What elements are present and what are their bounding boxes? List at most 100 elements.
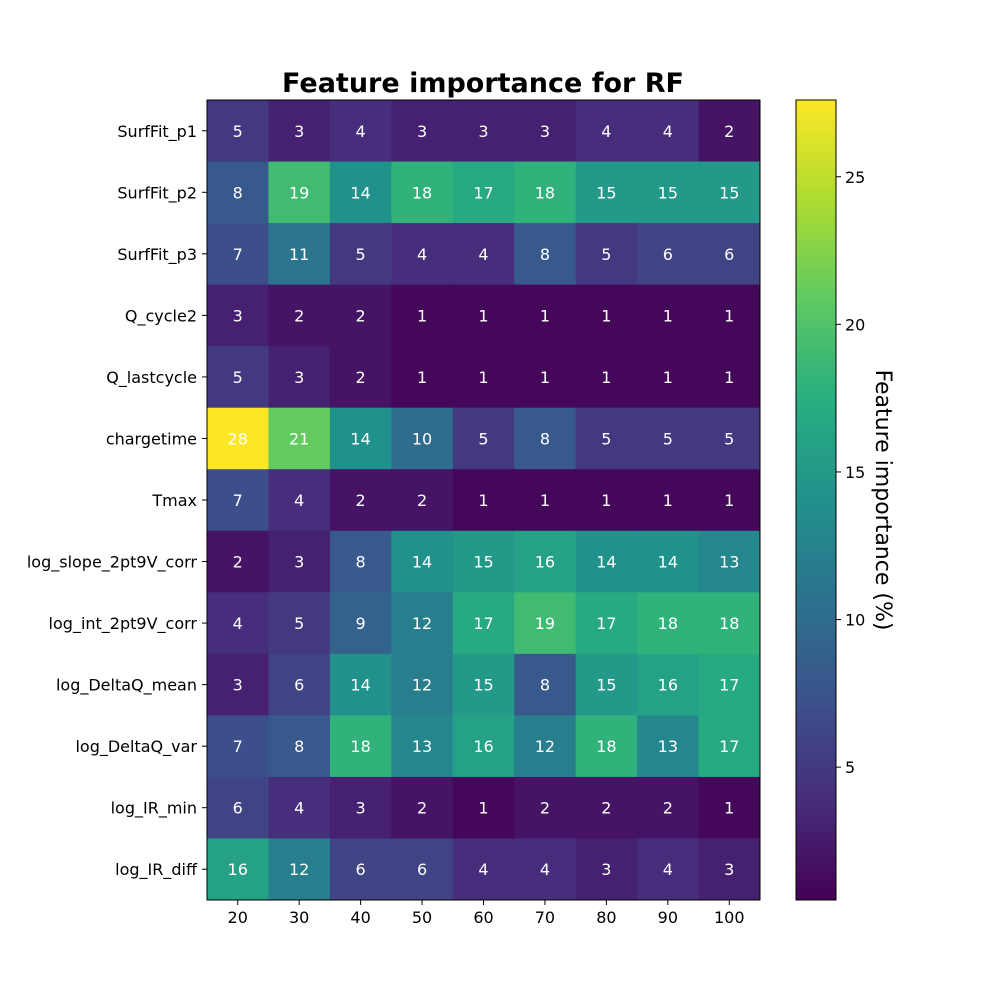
cell-value-label: 7 [233,245,243,264]
heatmap-cell [329,653,392,716]
heatmap-cell [268,653,331,716]
cell-value-label: 5 [601,245,611,264]
cell-value-label: 5 [233,122,243,141]
colorbar [795,99,837,901]
heatmap-cell [575,407,638,470]
heatmap-cell [637,776,700,839]
heatmap-cell [452,776,515,839]
cell-value-label: 6 [724,245,734,264]
cell-value-label: 17 [596,614,616,633]
heatmap-cell-labels: 5 3 4 3 3 3 4 4 28 19 14 18 17 18 15 15 157 11 5 4 4 8 5 6 63 2 2 1… [228,122,740,879]
heatmap-cell [514,161,577,224]
cell-value-label: 15 [473,676,493,695]
cell-value-label: 13 [719,553,739,572]
heatmap-cell [575,530,638,593]
heatmap-cell [514,838,577,901]
cell-value-label: 1 [478,368,488,387]
heatmap-cell [514,715,577,778]
heatmap-cell [575,715,638,778]
heatmap-cell [329,776,392,839]
heatmap-cell [207,100,269,163]
heatmap-cell [391,161,454,224]
heatmap-cell [329,223,392,286]
heatmap-cell [268,284,331,347]
cell-value-label: 8 [356,553,366,572]
cell-value-label: 18 [350,737,370,756]
cell-value-label: 15 [473,553,493,572]
heatmap-cell [391,284,454,347]
cell-value-label: 19 [289,183,309,202]
heatmap-cell [268,530,331,593]
cell-value-label: 5 [663,429,673,448]
y-tick-label: Q_cycle2 [125,306,197,326]
heatmap-cell [514,223,577,286]
heatmap-cell [452,346,515,409]
heatmap-cell [514,776,577,839]
cell-value-label: 4 [663,860,673,879]
heatmap-cell [637,530,700,593]
y-tick-label: log_IR_min [111,799,197,819]
cell-value-label: 8 [233,183,243,202]
cell-value-label: 15 [658,183,678,202]
cell-value-label: 16 [228,860,248,879]
heatmap-cell [575,653,638,716]
cell-value-label: 2 [724,122,734,141]
cell-value-label: 8 [294,737,304,756]
x-tick-label: 80 [596,908,616,927]
heatmap-cell [514,346,577,409]
heatmap-cell [268,715,331,778]
heatmap-cell [637,838,700,901]
y-tick-label: log_DeltaQ_var [75,737,197,757]
heatmap-cell [329,592,392,655]
heatmap-cell [268,100,331,163]
x-axis-ticks: 20 30 40 50 60 70 80 90 100 [228,900,745,927]
cell-value-label: 3 [601,860,611,879]
heatmap-cell [698,653,761,716]
cell-value-label: 2 [417,799,427,818]
cell-value-label: 6 [417,860,427,879]
y-tick-label: chargetime [106,429,197,448]
cell-value-label: 1 [601,306,611,325]
cell-value-label: 13 [658,737,678,756]
cell-value-label: 2 [601,799,611,818]
y-axis-ticks: SurfFit_p1 SurfFit_p2 SurfFit_p3 Q_cycle2 Q_… [27,122,207,880]
cell-value-label: 12 [412,676,432,695]
cell-value-label: 14 [658,553,678,572]
heatmap-cell [637,223,700,286]
cell-value-label: 3 [417,122,427,141]
heatmap-cell [452,715,515,778]
cell-value-label: 4 [294,491,304,510]
cell-value-label: 1 [663,368,673,387]
heatmap-cell [391,715,454,778]
cell-value-label: 17 [719,737,739,756]
heatmap-cell [268,469,331,532]
heatmap-cell [637,346,700,409]
heatmap-cell [575,469,638,532]
cell-value-label: 18 [412,183,432,202]
heatmap-cell [514,100,577,163]
cell-value-label: 1 [540,491,550,510]
cell-value-label: 14 [350,429,370,448]
heatmap-cell [698,530,761,593]
heatmap-cell [637,407,700,470]
cell-value-label: 8 [540,676,550,695]
cell-value-label: 2 [663,799,673,818]
cell-value-label: 28 [228,429,248,448]
cell-value-label: 4 [356,122,366,141]
heatmap-cell [391,407,454,470]
cell-value-label: 2 [540,799,550,818]
heatmap-cell [637,100,700,163]
heatmap-cell [452,407,515,470]
heatmap-cell [575,592,638,655]
cell-value-label: 1 [663,306,673,325]
heatmap-cell [329,407,392,470]
cell-value-label: 19 [535,614,555,633]
cell-value-label: 6 [356,860,366,879]
heatmap-cell [207,776,269,839]
y-tick-label: SurfFit_p2 [117,183,197,203]
cell-value-label: 4 [478,245,488,264]
cell-value-label: 13 [412,737,432,756]
heatmap-cell [391,592,454,655]
heatmap-cell [391,223,454,286]
heatmap-cell [637,592,700,655]
